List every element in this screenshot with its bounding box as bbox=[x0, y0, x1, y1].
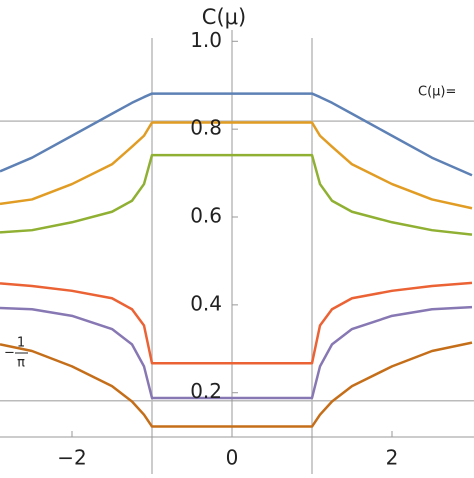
y-tick-label: 0.4 bbox=[190, 291, 222, 315]
x-tick-label: 0 bbox=[226, 446, 239, 470]
annotation: − bbox=[4, 346, 15, 361]
series-line bbox=[0, 153, 473, 236]
series-line bbox=[0, 121, 473, 210]
y-tick-label: 0.6 bbox=[190, 204, 222, 228]
y-tick-label: 1.0 bbox=[190, 28, 222, 52]
series-line bbox=[0, 281, 473, 365]
x-tick-label: −2 bbox=[57, 446, 86, 470]
annotation: π bbox=[17, 356, 25, 371]
series-line bbox=[0, 341, 473, 428]
y-axis-title: C(μ) bbox=[202, 5, 246, 29]
series-line bbox=[0, 305, 473, 400]
annotation: C(μ)= bbox=[418, 85, 456, 100]
x-tick-label: 2 bbox=[386, 446, 399, 470]
y-tick-label: 0.8 bbox=[190, 116, 222, 140]
y-tick-label: 0.2 bbox=[190, 379, 222, 403]
series-line bbox=[0, 92, 473, 177]
annotation: 1 bbox=[17, 336, 25, 351]
